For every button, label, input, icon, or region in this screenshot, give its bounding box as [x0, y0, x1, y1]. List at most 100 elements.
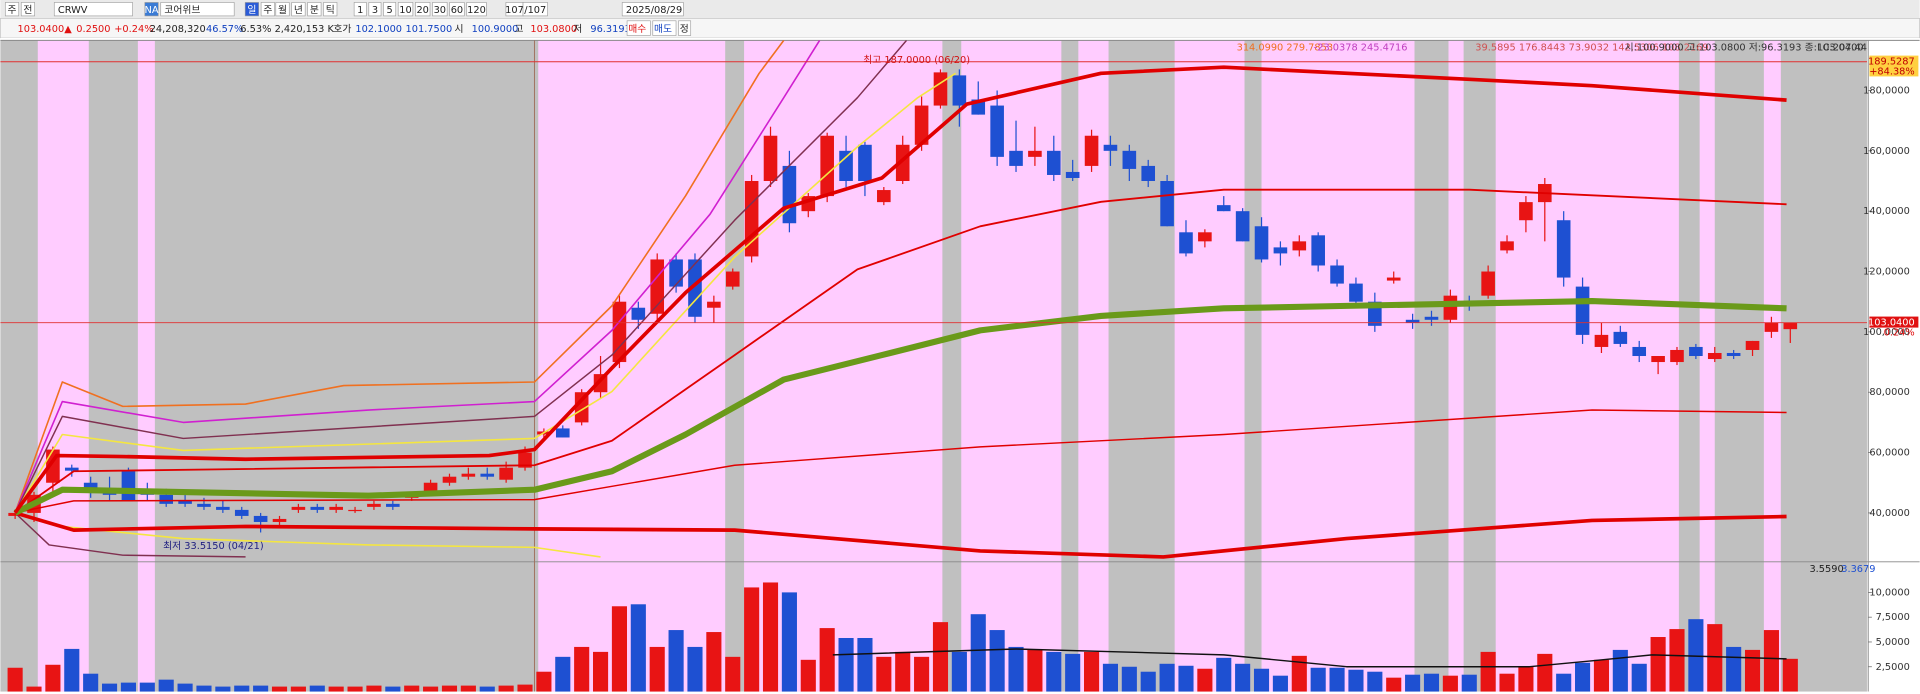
- toolbar-button[interactable]: [160, 2, 235, 17]
- quote-field: 시: [454, 24, 463, 35]
- candle-body: [1009, 150, 1023, 166]
- volume-bar: [951, 651, 967, 692]
- volume-bar: [1782, 658, 1798, 692]
- quote-field: 6.53%: [240, 24, 271, 35]
- candle-body: [64, 467, 79, 471]
- toolbar-button[interactable]: [144, 2, 159, 17]
- candle-body: [272, 518, 287, 522]
- candle-body: [1311, 235, 1325, 266]
- y-tick-label: 5,0000: [1876, 637, 1910, 648]
- candle-body: [782, 165, 797, 224]
- quote-field: 101.7500: [406, 24, 453, 35]
- order-button[interactable]: [652, 20, 677, 36]
- volume-bar: [177, 683, 193, 692]
- toolbar-label: 60: [451, 5, 463, 16]
- indicator-legend: -23.0378 245.4716: [1314, 43, 1408, 54]
- candle-body: [329, 506, 343, 510]
- quote-field: 매도: [654, 23, 672, 35]
- indicator-line: [14, 40, 785, 514]
- candle-body: [1349, 283, 1363, 302]
- toolbar-button[interactable]: [275, 2, 290, 17]
- candle-body: [1028, 150, 1042, 157]
- price-annotation: 최고 187.0000 (06/20): [863, 54, 970, 66]
- y-tick-label: 60,0000: [1869, 448, 1909, 459]
- toolbar-button[interactable]: [368, 2, 382, 17]
- toolbar-label: 5: [387, 5, 393, 16]
- candle-body: [367, 503, 381, 507]
- volume-bar: [1688, 619, 1704, 692]
- candle-body: [1519, 202, 1533, 221]
- volume-bar: [517, 684, 533, 692]
- toolbar-button[interactable]: [522, 2, 548, 17]
- toolbar-button[interactable]: [621, 2, 684, 17]
- toolbar-button[interactable]: [353, 2, 367, 17]
- candle-body: [1405, 319, 1420, 323]
- volume-bar: [1442, 675, 1458, 692]
- toolbar-button[interactable]: [20, 2, 35, 17]
- toolbar-button[interactable]: [4, 2, 20, 17]
- volume-bar: [1027, 649, 1043, 692]
- candle-body: [442, 476, 457, 483]
- up-period-band: [1763, 40, 1781, 692]
- quote-field: 46.57%: [206, 24, 243, 35]
- candle-body: [574, 392, 589, 423]
- toolbar-label: 코어위브: [164, 3, 200, 16]
- indicator-line: [14, 40, 908, 514]
- candle-body: [1198, 232, 1212, 242]
- volume-bar: [1159, 663, 1175, 692]
- candle-body: [1594, 334, 1609, 347]
- volume-bar: [1650, 637, 1666, 692]
- candle-body: [461, 473, 476, 477]
- toolbar-button[interactable]: [397, 2, 414, 17]
- volume-bar: [423, 686, 439, 692]
- candle-body: [990, 105, 1004, 157]
- volume-bar: [932, 622, 949, 692]
- toolbar-button[interactable]: [260, 2, 275, 17]
- toolbar-button[interactable]: [323, 2, 338, 17]
- toolbar-button[interactable]: [307, 2, 322, 17]
- y-tick-label: 80,0000: [1869, 387, 1909, 398]
- candle-body: [291, 506, 306, 510]
- volume-bar: [1593, 659, 1610, 692]
- candle-body: [1216, 205, 1231, 212]
- toolbar-button[interactable]: [415, 2, 431, 17]
- quote-field: 매수: [628, 23, 646, 35]
- quote-field: 고: [514, 24, 523, 35]
- volume-bar: [914, 656, 930, 692]
- volume-bar: [460, 685, 476, 692]
- volume-bar: [1348, 669, 1364, 692]
- indicator-line: [13, 298, 1787, 516]
- volume-bar: [309, 685, 325, 692]
- toolbar-label: CRWV: [58, 5, 88, 16]
- toolbar-label: 틱: [326, 4, 335, 16]
- candle-body: [933, 72, 948, 106]
- volume-bar: [1499, 673, 1515, 692]
- toolbar-label: 2025/08/29: [626, 5, 682, 16]
- volume-bar: [781, 592, 797, 692]
- toolbar-button[interactable]: [244, 2, 259, 17]
- toolbar-button[interactable]: [466, 2, 487, 17]
- volume-bar: [158, 679, 174, 692]
- y-tick-label: 2,5000: [1876, 662, 1910, 673]
- indicator-legend: 시:100.9000 고:103.0800 저:96.3193 종:103.04…: [1625, 42, 1864, 54]
- volume-bar: [1556, 673, 1572, 692]
- toolbar-label: 1: [357, 5, 363, 16]
- toolbar-button[interactable]: [432, 2, 448, 17]
- quote-field: 102.1000: [355, 24, 402, 35]
- price-tag: [1869, 55, 1919, 77]
- volume-bar: [1121, 666, 1137, 692]
- quote-field: 정: [680, 23, 689, 35]
- order-button[interactable]: [626, 20, 651, 36]
- volume-bar: [215, 686, 231, 692]
- toolbar-button[interactable]: [449, 2, 465, 17]
- order-button[interactable]: [678, 20, 692, 36]
- indicator-legend: 39.5895 176.8443 73.9032 142.5306 108.21…: [1475, 43, 1708, 54]
- toolbar-label: 30: [434, 5, 446, 16]
- toolbar-button[interactable]: [53, 2, 133, 17]
- candle-body: [1481, 271, 1495, 296]
- toolbar-button[interactable]: [291, 2, 306, 17]
- toolbar-button[interactable]: [383, 2, 397, 17]
- candle-body: [1632, 346, 1647, 357]
- quote-field: +0.24%: [114, 24, 153, 35]
- volume-bar: [1367, 671, 1383, 692]
